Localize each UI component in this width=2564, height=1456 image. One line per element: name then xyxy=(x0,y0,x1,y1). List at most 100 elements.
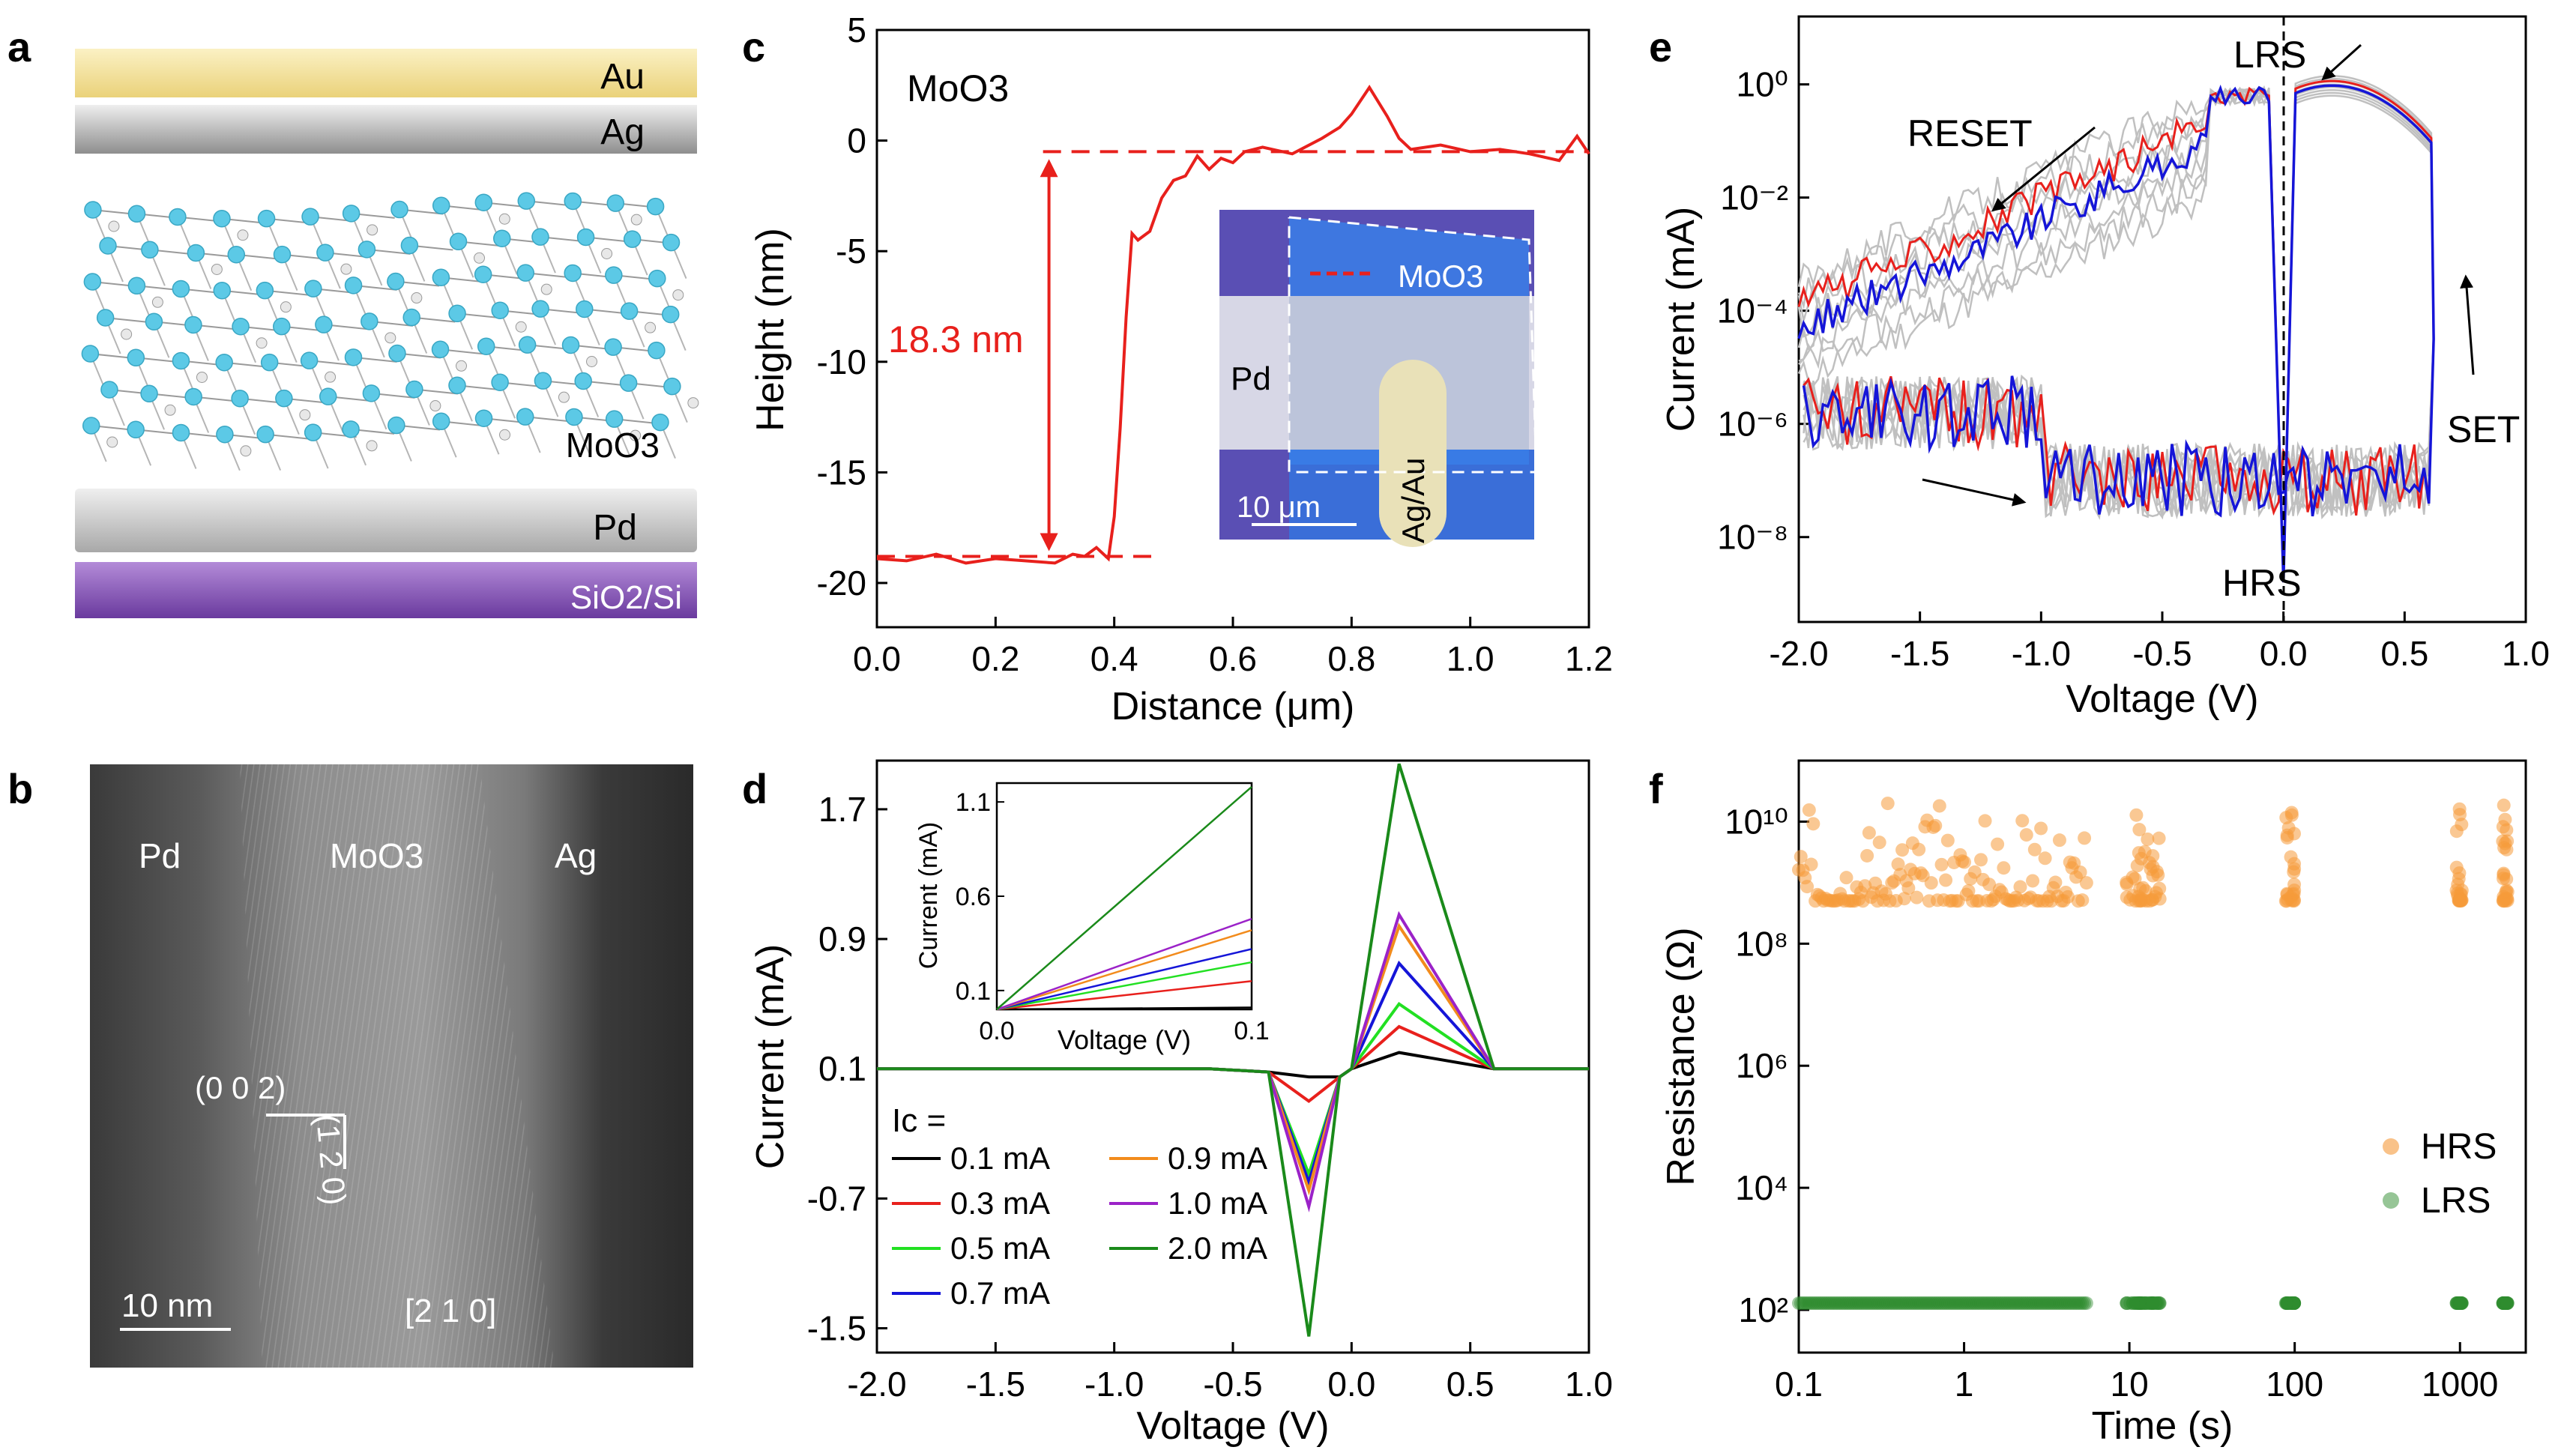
oxygen-atom xyxy=(83,273,102,291)
f-lrs-point xyxy=(1847,1296,1862,1311)
f-lrs-point xyxy=(2452,1296,2467,1311)
f-hrs-point xyxy=(2500,883,2514,898)
oxygen-atom xyxy=(518,336,537,354)
f-y-tick-label: 10⁶ xyxy=(1736,1046,1788,1085)
f-lrs-point xyxy=(2499,1296,2513,1311)
oxygen-atom xyxy=(651,413,669,432)
d-inset-line xyxy=(996,980,1252,1011)
oxygen-atom xyxy=(661,305,680,324)
f-hrs-point xyxy=(1924,876,1938,890)
d-inset-line xyxy=(996,929,1252,1011)
oxygen-atom xyxy=(362,384,381,402)
f-hrs-point xyxy=(1982,877,1997,892)
oxygen-atom xyxy=(213,281,231,300)
f-lrs-point xyxy=(2284,1296,2298,1311)
f-lrs-point xyxy=(2452,1296,2466,1311)
plane-002-label: (0 0 2) xyxy=(195,1070,286,1105)
f-lrs-point xyxy=(1994,1296,2009,1311)
f-lrs-point xyxy=(2453,1296,2467,1311)
c-inset-scalebar: 10 μm xyxy=(1237,491,1321,524)
oxygen-atom xyxy=(316,244,334,262)
f-hrs-point xyxy=(2079,876,2093,890)
oxygen-atom xyxy=(304,280,322,297)
e-x-tick-label: -0.5 xyxy=(2132,634,2192,673)
f-hrs-point xyxy=(2152,831,2166,845)
f-hrs-point xyxy=(1880,797,1895,811)
f-lrs-point xyxy=(1850,1296,1864,1311)
c-x-tick-label: 0.2 xyxy=(971,639,1019,678)
oxygen-atom xyxy=(344,277,363,294)
f-lrs-point xyxy=(2453,1296,2467,1311)
f-lrs-point xyxy=(1810,1296,1824,1311)
oxygen-atom xyxy=(141,241,159,259)
molybdenum-atom xyxy=(586,355,598,367)
f-lrs-point xyxy=(2120,1296,2134,1311)
f-lrs-point xyxy=(1912,1296,1926,1311)
f-lrs-point xyxy=(1798,1296,1812,1311)
f-hrs-point xyxy=(2280,886,2294,901)
c-inset-optical xyxy=(1219,210,1538,547)
f-lrs-point xyxy=(2497,1296,2511,1311)
f-lrs-point xyxy=(2499,1296,2513,1311)
f-hrs-point xyxy=(1978,814,1992,828)
f-lrs-point xyxy=(2280,1296,2294,1311)
f-lrs-point xyxy=(2073,1296,2087,1311)
c-inset-pd: Pd xyxy=(1231,360,1271,397)
oxygen-atom xyxy=(169,208,187,226)
e-x-tick-label: -1.5 xyxy=(1890,634,1949,673)
f-lrs-point xyxy=(1988,1296,2003,1311)
oxygen-atom xyxy=(491,373,509,391)
f-hrs-point xyxy=(1997,861,2011,875)
f-lrs-point xyxy=(1891,1296,1905,1311)
f-lrs-point xyxy=(2287,1296,2302,1311)
f-lrs-point xyxy=(2287,1296,2301,1311)
f-lrs-point xyxy=(2287,1296,2301,1311)
f-lrs-point xyxy=(2150,1296,2164,1311)
f-lrs-point xyxy=(2032,1296,2046,1311)
f-lrs-point xyxy=(2038,1296,2052,1311)
f-lrs-point xyxy=(2133,1296,2147,1311)
f-lrs-point xyxy=(2138,1296,2153,1311)
f-lrs-point xyxy=(2153,1296,2167,1311)
f-lrs-point xyxy=(2146,1296,2160,1311)
molybdenum-atom xyxy=(325,371,337,383)
molybdenum-atom xyxy=(429,400,441,412)
oxygen-atom xyxy=(620,302,639,320)
f-lrs-point xyxy=(2287,1296,2302,1311)
f-lrs-point xyxy=(1999,1296,2013,1311)
oxygen-atom xyxy=(342,420,360,438)
f-lrs-point xyxy=(2030,1296,2044,1311)
f-lrs-point xyxy=(2284,1296,2298,1311)
c-height-profile-line xyxy=(876,85,1590,565)
f-lrs-point xyxy=(2018,1296,2032,1311)
f-lrs-point xyxy=(1939,1296,1953,1311)
f-lrs-point xyxy=(2063,1296,2077,1311)
f-lrs-point xyxy=(1802,1296,1816,1311)
oxygen-atom xyxy=(256,425,274,444)
f-lrs-point xyxy=(1862,1296,1876,1311)
oxygen-atom xyxy=(491,301,509,319)
f-hrs-point xyxy=(2034,821,2048,836)
f-lrs-point xyxy=(1897,1296,1911,1311)
oxygen-atom xyxy=(648,269,666,288)
f-lrs-point xyxy=(1800,1296,1815,1311)
f-lrs-point xyxy=(1895,1296,1910,1311)
e-y-tick-label: 10⁻⁴ xyxy=(1717,291,1788,330)
f-lrs-point xyxy=(1918,1296,1932,1311)
f-lrs-point xyxy=(2280,1296,2294,1311)
f-lrs-point xyxy=(1943,1296,1957,1311)
f-hrs-point xyxy=(2137,893,2151,907)
tem-pd-label: Pd xyxy=(139,836,181,875)
f-lrs-point xyxy=(2128,1296,2142,1311)
f-lrs-point xyxy=(2287,1296,2302,1311)
oxygen-atom xyxy=(387,272,405,291)
f-lrs-point xyxy=(1806,1296,1821,1311)
f-lrs-point xyxy=(1827,1296,1841,1311)
f-lrs-point xyxy=(2153,1296,2167,1311)
f-lrs-point xyxy=(1889,1296,1903,1311)
c-x-tick-label: 0.4 xyxy=(1091,639,1138,678)
f-lrs-point xyxy=(1959,1296,1973,1311)
f-hrs-point xyxy=(1940,833,1955,848)
f-lrs-point xyxy=(1866,1296,1880,1311)
oxygen-atom xyxy=(516,408,534,426)
